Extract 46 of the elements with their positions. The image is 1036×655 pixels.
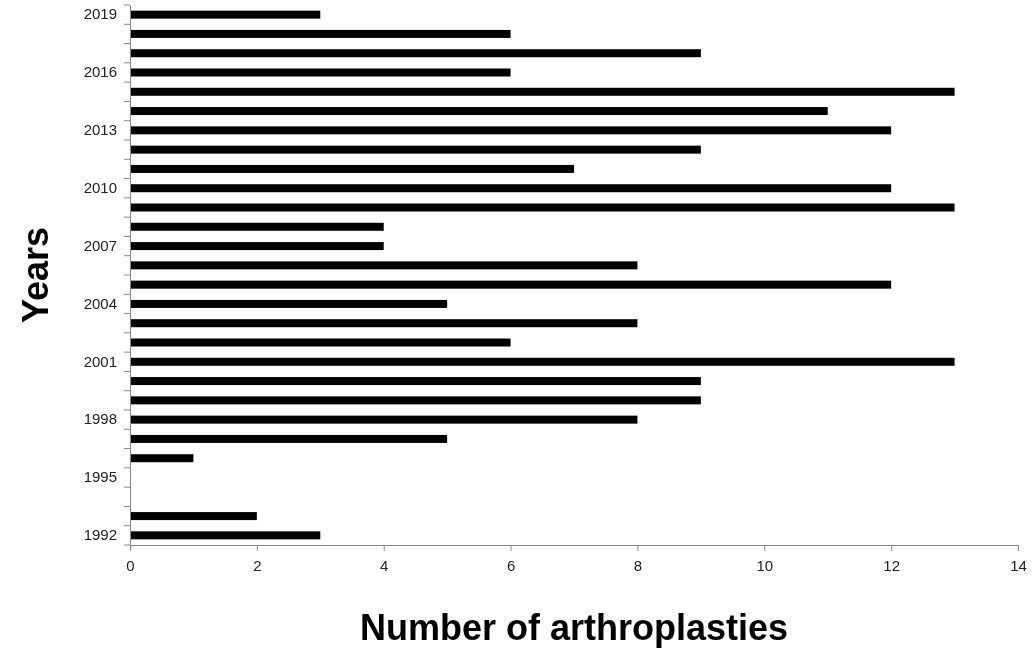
bar: [130, 203, 955, 212]
x-tick-label: 4: [380, 556, 389, 574]
bar: [130, 87, 955, 96]
bar: [130, 145, 701, 154]
y-tick-label: 2001: [83, 352, 117, 370]
bar: [130, 512, 257, 521]
bar: [130, 184, 892, 193]
x-tick-label: 10: [756, 556, 774, 574]
bar: [130, 377, 701, 386]
bar: [130, 531, 321, 540]
y-tick-label: 2019: [83, 5, 117, 23]
bar: [130, 10, 321, 19]
x-tick-label: 0: [126, 556, 135, 574]
x-tick-label: 6: [506, 556, 516, 574]
y-tick-label: 1998: [83, 410, 117, 428]
x-axis-title: Number of arthroplasties: [359, 607, 789, 648]
y-tick-label: 2007: [83, 236, 117, 254]
bar: [130, 29, 511, 38]
y-tick-label: 2010: [83, 179, 117, 197]
y-tick-label: 2016: [83, 63, 117, 81]
bar: [130, 299, 448, 308]
x-tick-label: 14: [1010, 556, 1027, 574]
bar: [130, 222, 384, 231]
y-tick-label: 1992: [83, 526, 117, 544]
bar: [130, 164, 574, 173]
bar: [130, 261, 638, 270]
y-tick-label: 2013: [83, 121, 117, 139]
bar: [130, 396, 701, 405]
y-tick-label: 1995: [83, 468, 117, 486]
bar: [130, 49, 701, 58]
bar: [130, 68, 511, 77]
x-tick-label: 8: [633, 556, 643, 574]
x-tick-label: 12: [883, 556, 900, 574]
y-tick-label: 2004: [83, 294, 117, 312]
bar: [130, 434, 448, 443]
bar: [130, 415, 638, 424]
bar: [130, 319, 638, 328]
bar: [130, 338, 511, 347]
x-tick-label: 2: [253, 556, 262, 574]
bar: [130, 357, 955, 366]
bar: [130, 107, 828, 116]
bar: [130, 280, 892, 289]
y-axis-title: Years: [15, 226, 56, 324]
bar: [130, 454, 194, 463]
bar: [130, 242, 384, 251]
bar: [130, 126, 892, 135]
